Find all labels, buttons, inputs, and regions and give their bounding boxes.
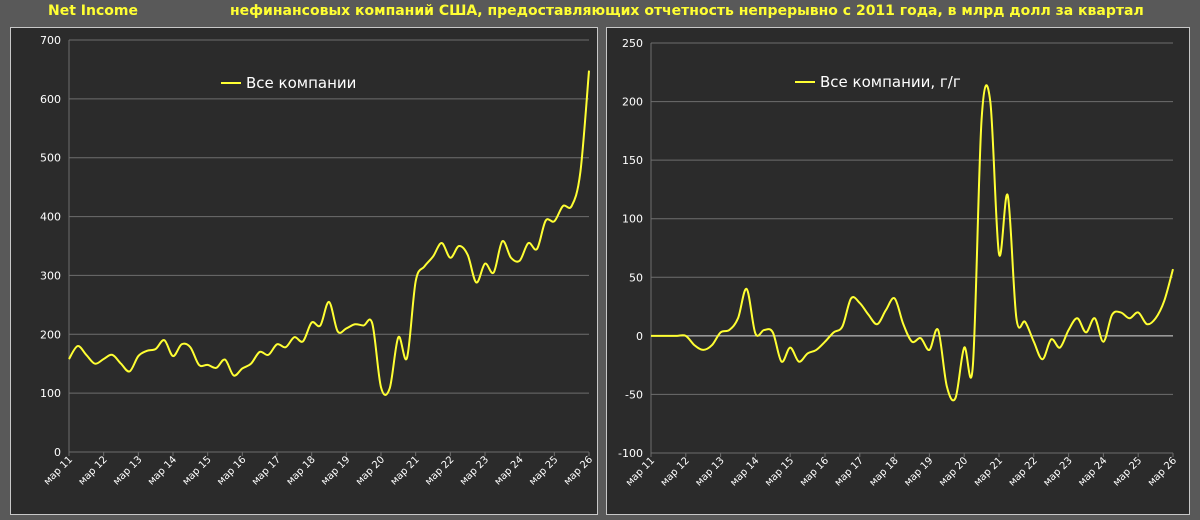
y-tick-label: 500 <box>40 152 61 165</box>
series-line <box>68 70 590 397</box>
yoy-chart: -100 -50 0 50 100 150 200 250 мар 11 мар 12 мар 13… <box>618 37 1179 489</box>
y-tick-label: 0 <box>636 330 643 343</box>
y-tick-label: 700 <box>40 34 61 47</box>
legend-label: Все компании, г/г <box>820 73 961 91</box>
y-tick-label: -50 <box>625 388 643 401</box>
x-tick-label: мар 20 <box>354 454 387 487</box>
net-income-chart: 0 100 200 300 400 500 600 700 мар 11 мар 12 мар 13… <box>40 34 595 488</box>
x-tick-label: мар 22 <box>1007 455 1040 488</box>
y-tick-label: 50 <box>629 271 643 284</box>
chart-title: нефинансовых компаний США, предоставляющ… <box>230 3 1144 19</box>
x-tick-label: мар 18 <box>285 454 318 487</box>
x-tick-label: мар 14 <box>728 455 761 488</box>
y-tick-label: -100 <box>618 447 643 460</box>
x-tick-label: мар 12 <box>659 455 692 488</box>
y-tick-label: 200 <box>40 328 61 341</box>
legend-label: Все компании <box>246 74 356 92</box>
x-tick-label: мар 13 <box>694 455 727 488</box>
x-tick-label: мар 16 <box>798 455 831 488</box>
y-tick-label: 100 <box>40 387 61 400</box>
x-tick-label: мар 17 <box>250 454 283 487</box>
x-tick-label: мар 17 <box>833 455 866 488</box>
x-tick-label: мар 23 <box>1042 455 1075 488</box>
x-tick-label: мар 23 <box>458 454 491 487</box>
series-line <box>651 84 1174 402</box>
y-tick-label: 100 <box>622 213 643 226</box>
x-tick-label: мар 19 <box>902 455 935 488</box>
y-tick-label: 400 <box>40 211 61 224</box>
y-tick-label: 150 <box>622 154 643 167</box>
header: Net Income нефинансовых компаний США, пр… <box>0 0 1200 28</box>
x-tick-label: мар 11 <box>42 454 75 487</box>
brand-label: Net Income <box>48 3 138 19</box>
y-tick-label: 600 <box>40 93 61 106</box>
x-tick-label: мар 14 <box>146 454 179 487</box>
x-tick-label: мар 19 <box>319 454 352 487</box>
x-tick-label: мар 13 <box>111 454 144 487</box>
net-income-chart-panel: 0 100 200 300 400 500 600 700 мар 11 мар 12 мар 13… <box>10 27 598 515</box>
x-tick-label: мар 18 <box>868 455 901 488</box>
x-tick-label: мар 15 <box>763 455 796 488</box>
x-tick-label: мар 12 <box>77 454 110 487</box>
x-tick-label: мар 26 <box>1146 455 1179 488</box>
y-tick-label: 200 <box>622 96 643 109</box>
y-tick-label: 300 <box>40 269 61 282</box>
x-tick-label: мар 20 <box>937 455 970 488</box>
x-tick-label: мар 22 <box>423 454 456 487</box>
x-tick-label: мар 16 <box>215 454 248 487</box>
yoy-chart-panel: -100 -50 0 50 100 150 200 250 мар 11 мар 12 мар 13… <box>606 27 1190 515</box>
x-tick-label: мар 21 <box>389 454 422 487</box>
x-tick-label: мар 24 <box>493 454 526 487</box>
x-tick-label: мар 26 <box>562 454 595 487</box>
y-tick-label: 250 <box>622 37 643 50</box>
x-tick-label: мар 11 <box>624 455 657 488</box>
x-tick-label: мар 15 <box>181 454 214 487</box>
x-tick-label: мар 25 <box>527 454 560 487</box>
x-tick-label: мар 24 <box>1076 455 1109 488</box>
x-tick-label: мар 21 <box>972 455 1005 488</box>
x-tick-label: мар 25 <box>1111 455 1144 488</box>
y-tick-label: 0 <box>54 446 61 459</box>
